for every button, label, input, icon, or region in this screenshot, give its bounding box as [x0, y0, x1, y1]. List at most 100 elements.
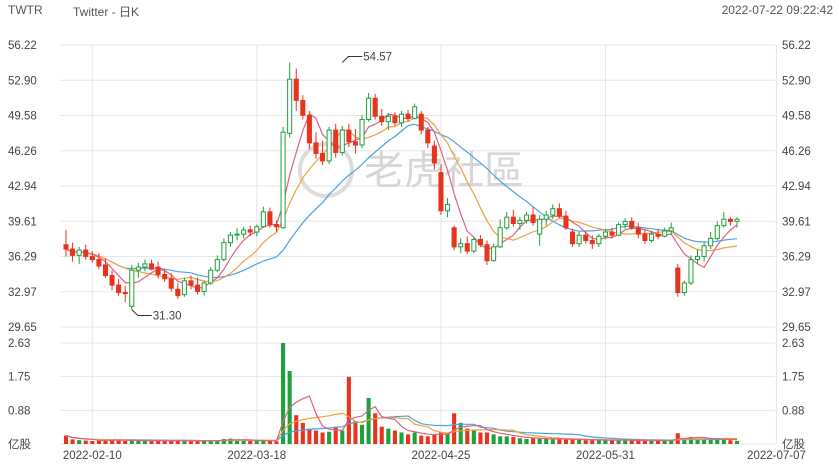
volume-bar [425, 436, 430, 444]
candle-body [208, 269, 214, 284]
volume-bar [110, 439, 115, 444]
candle-body [616, 224, 622, 236]
candle-body [366, 97, 372, 121]
volume-bar [702, 439, 707, 444]
date-label: 2022-03-18 [227, 450, 286, 462]
date-label: 2022-05-31 [576, 450, 635, 462]
candle-body [392, 115, 398, 124]
candle-body [405, 113, 411, 119]
price-tick-left: 46.26 [8, 146, 37, 158]
volume-bar [379, 426, 384, 444]
candle-body [300, 99, 306, 116]
candle-body [451, 227, 457, 248]
volume-bar [215, 440, 220, 444]
volume-bar [359, 424, 365, 444]
chart-name: Twitter - 日K [73, 5, 140, 19]
candle-body [477, 238, 483, 246]
candle-body [175, 288, 181, 297]
volume-tick-right: 0.88 [782, 405, 804, 417]
volume-bar [261, 440, 266, 444]
volume-bar [491, 434, 496, 444]
volume-bar [484, 432, 490, 444]
volume-tick-right: 1.75 [782, 372, 804, 384]
volume-bar [609, 440, 615, 444]
volume-bar [346, 376, 351, 444]
volume-bar [103, 440, 108, 444]
price-tick-left: 42.94 [8, 181, 37, 193]
candle-body [596, 235, 602, 245]
price-tick-left: 39.61 [8, 216, 37, 228]
volume-bar [254, 440, 259, 444]
volume-bar [458, 422, 463, 444]
volume-bar [221, 439, 226, 444]
candle-body [83, 249, 89, 257]
price-tick-right: 29.65 [782, 322, 811, 334]
timestamp: 2022-07-22 09:22:42 [721, 3, 833, 17]
price-tick-left: 49.58 [8, 111, 37, 123]
candle-body [162, 273, 168, 280]
volume-bar [695, 439, 700, 444]
volume-bar [90, 440, 95, 444]
price-tick-right: 36.29 [782, 252, 811, 264]
volume-bar [471, 430, 476, 444]
candle-body [458, 243, 464, 248]
candle-body [662, 230, 668, 237]
volume-bar [83, 440, 88, 444]
volume-bar [432, 434, 437, 444]
volume-bar [629, 440, 634, 444]
candle-body [195, 284, 201, 292]
volume-bar [129, 440, 134, 444]
candle-body [431, 145, 437, 164]
candle-body [708, 237, 714, 247]
volume-bar [327, 431, 332, 444]
volume-bar [294, 415, 299, 444]
candle-body [602, 231, 608, 237]
candle-body [530, 214, 536, 223]
candle-body [352, 141, 358, 146]
volume-bar [642, 440, 647, 444]
candle-body [109, 275, 115, 286]
candle-body [247, 229, 253, 233]
volume-bar [116, 440, 121, 444]
volume-bar [544, 439, 549, 444]
candle-body [287, 78, 293, 134]
extreme-leader-line [341, 56, 363, 63]
candle-body [563, 215, 569, 229]
price-tick-right: 52.90 [782, 75, 811, 87]
volume-tick-left: 亿股 [8, 438, 31, 451]
volume-bar [142, 440, 147, 444]
candle-body [543, 214, 549, 220]
price-tick-left: 36.29 [8, 252, 37, 264]
candle-body [70, 248, 76, 256]
volume-bar [182, 440, 187, 444]
candle-body [668, 227, 674, 232]
volume-ma-fast-line [65, 395, 738, 442]
volume-bar [636, 440, 641, 444]
volume-bar [392, 430, 397, 444]
volume-bar [406, 434, 411, 444]
candle-body [280, 131, 286, 229]
price-tick-left: 52.90 [8, 75, 37, 87]
candle-body [273, 224, 280, 228]
volume-bar [734, 440, 740, 444]
candle-body [221, 242, 227, 261]
volume-bar [175, 440, 180, 444]
ma-fast-line [65, 113, 738, 289]
volume-bar [452, 413, 457, 444]
volume-bar [577, 439, 582, 444]
candle-body [609, 231, 615, 236]
volume-bar [590, 440, 595, 444]
candle-body [326, 129, 332, 162]
volume-bar [563, 439, 569, 444]
candle-body [727, 218, 733, 222]
candle-body [267, 211, 273, 226]
candle-body [688, 259, 694, 284]
volume-bar [399, 432, 404, 444]
volume-bar [162, 440, 167, 444]
price-tick-left: 56.22 [8, 40, 37, 52]
volume-bar [169, 440, 174, 444]
volume-bar [274, 441, 279, 444]
volume-bar [333, 426, 338, 444]
candle-body [76, 249, 82, 256]
volume-bar [248, 440, 253, 444]
